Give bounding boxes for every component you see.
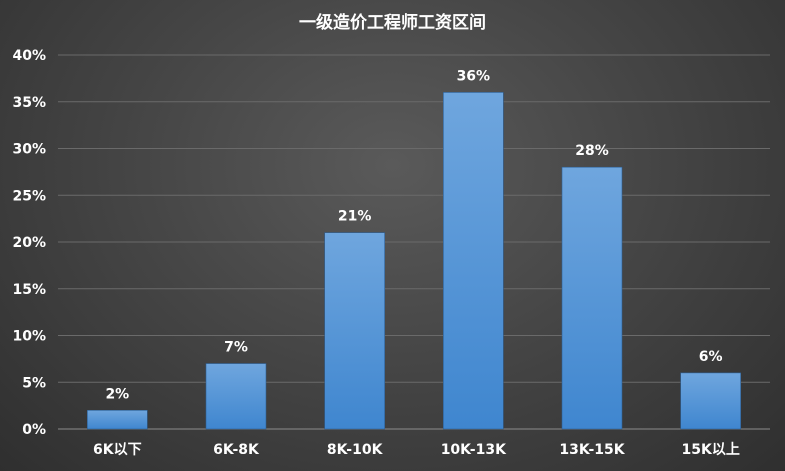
x-tick-label: 13K-15K	[559, 442, 625, 458]
bar	[87, 409, 148, 430]
bar	[205, 363, 267, 430]
x-tick-label: 15K以上	[681, 442, 739, 458]
y-tick-label: 30%	[12, 142, 46, 158]
bar-value-label: 28%	[575, 143, 609, 159]
bar-value-label: 6%	[699, 349, 723, 365]
y-axis: 0% 5% 10% 15% 20% 25% 30% 35% 40%	[12, 48, 46, 438]
y-tick-label: 10%	[12, 329, 46, 345]
y-tick-label: 40%	[12, 48, 46, 64]
bar-value-label: 21%	[338, 209, 372, 225]
bars: 2% 7% 21% 36% 28% 6%	[87, 68, 741, 430]
x-tick-label: 8K-10K	[327, 442, 384, 458]
y-tick-label: 20%	[12, 235, 46, 251]
bar-value-label: 2%	[105, 386, 129, 402]
chart-title: 一级造价工程师工资区间	[299, 13, 486, 33]
x-tick-label: 10K-13K	[441, 442, 507, 458]
x-axis: 6K以下 6K-8K 8K-10K 10K-13K 13K-15K 15K以上	[93, 442, 740, 458]
y-tick-label: 5%	[22, 375, 46, 391]
gridlines	[58, 54, 770, 430]
y-tick-label: 15%	[12, 282, 46, 298]
x-tick-label: 6K-8K	[213, 442, 260, 458]
bar	[443, 92, 504, 430]
x-tick-label: 6K以下	[93, 442, 142, 458]
bar-value-label: 7%	[224, 340, 248, 356]
y-tick-label: 25%	[12, 188, 46, 204]
y-tick-label: 35%	[12, 95, 46, 111]
y-tick-label: 0%	[22, 422, 46, 438]
bar	[561, 166, 623, 430]
bar-value-label: 36%	[457, 68, 491, 84]
bar	[680, 372, 741, 430]
bar	[324, 232, 385, 430]
